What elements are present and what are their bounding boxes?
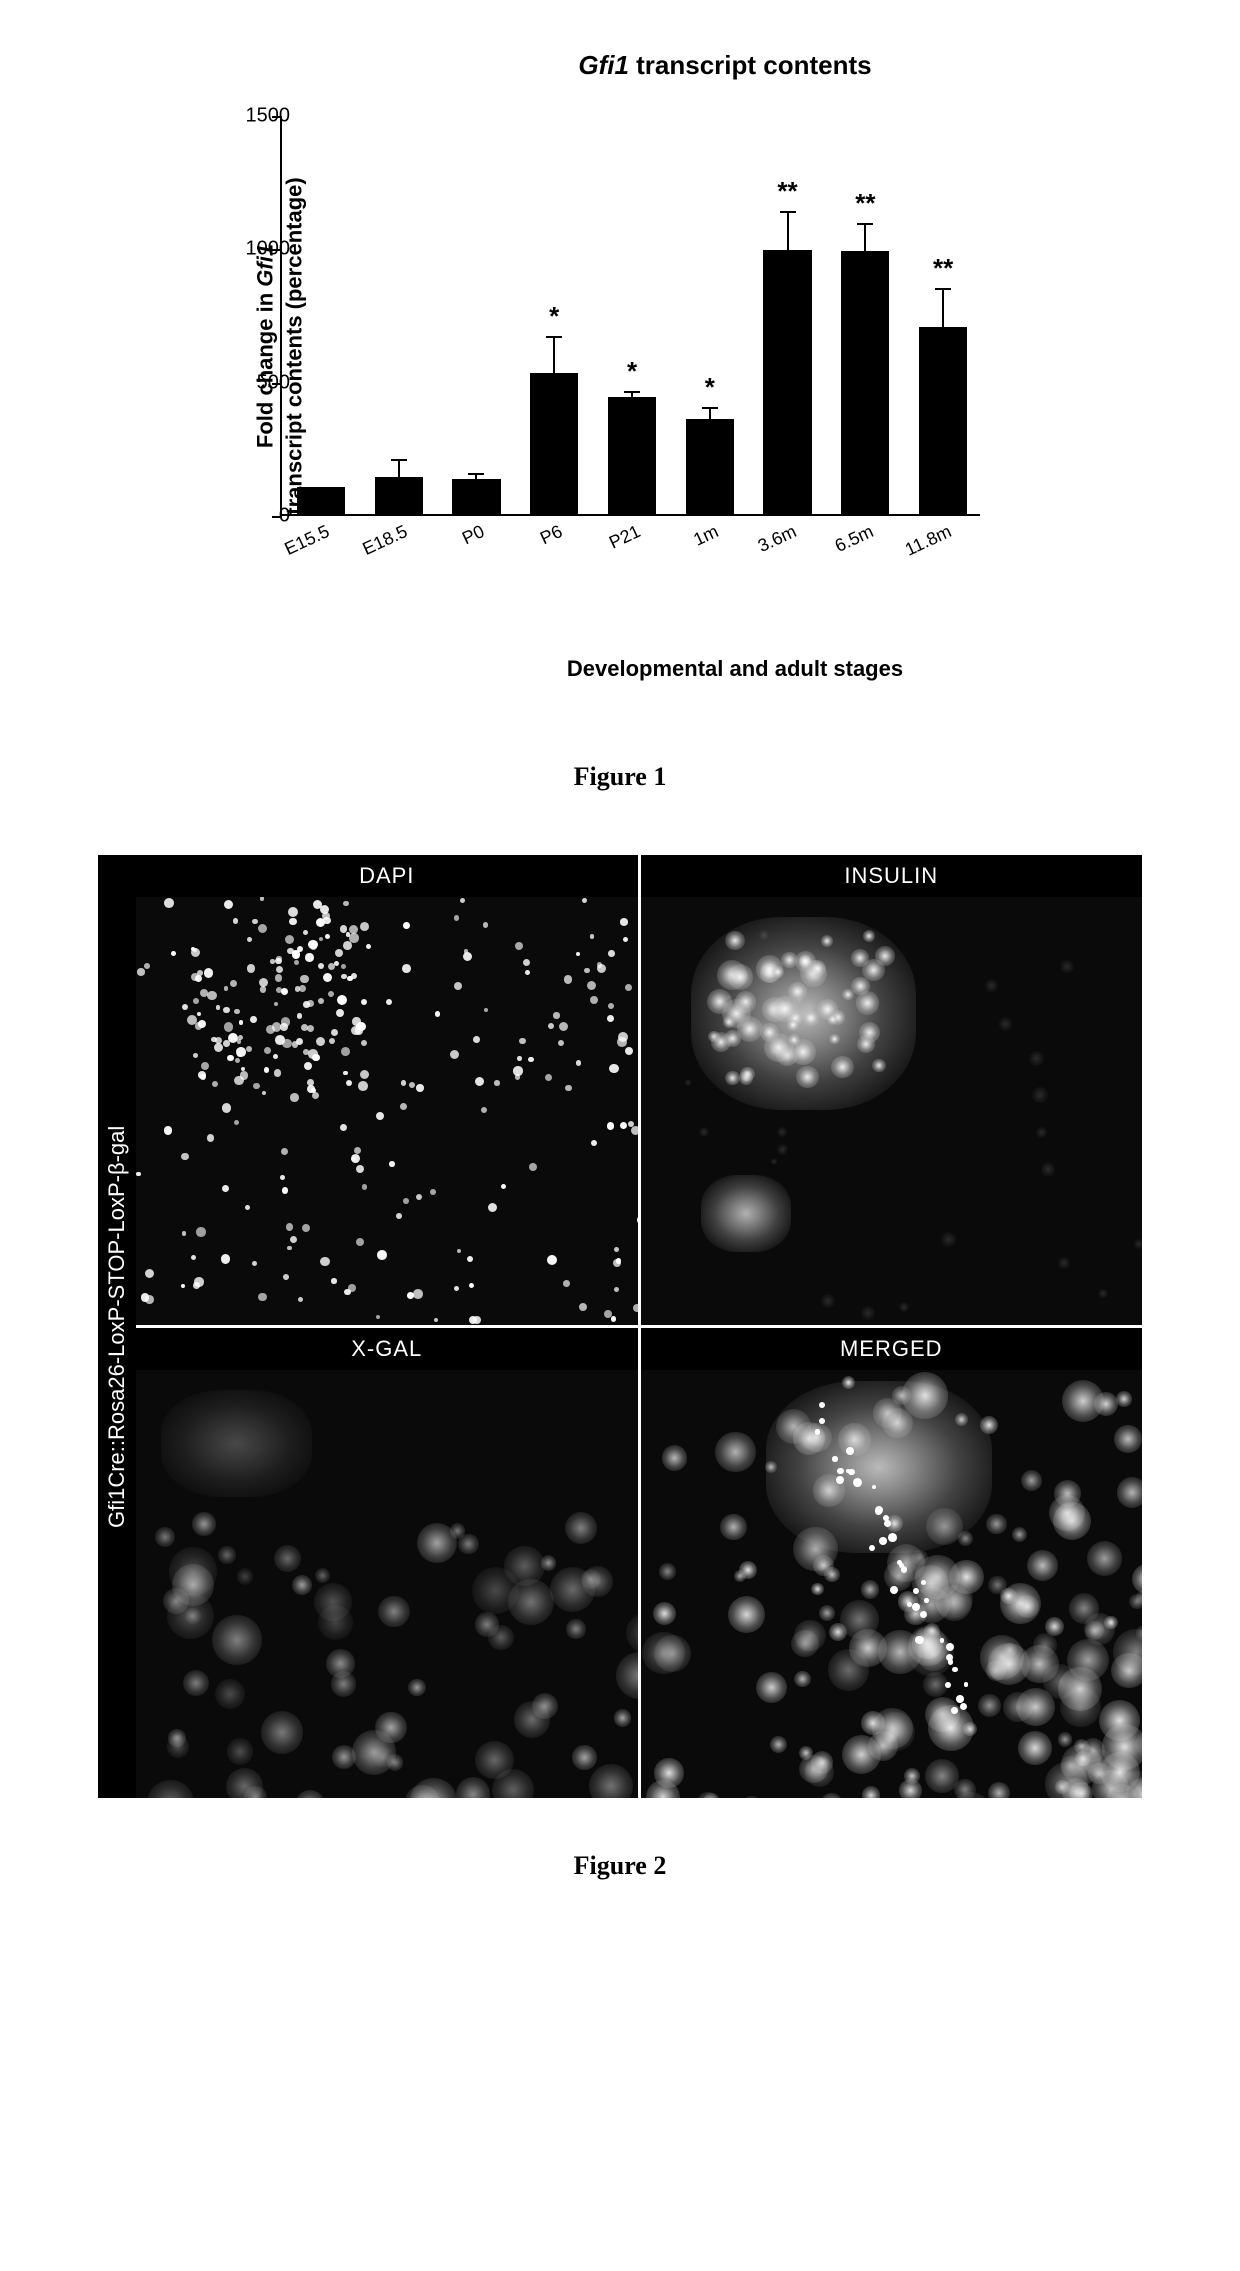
chart-title-gene: Gfi1: [578, 50, 629, 80]
panel-image-merged: [641, 1368, 1143, 1798]
x-tick: [862, 506, 864, 516]
y-tick-label: 1500: [246, 105, 291, 128]
x-tick-label: P6: [503, 521, 566, 565]
x-tick-label: 11.8m: [892, 521, 955, 565]
error-bar: [398, 461, 400, 477]
figure-1: Gfi1 transcript contents Fold change in …: [50, 50, 1190, 792]
x-tick: [707, 506, 709, 516]
x-tick: [629, 506, 631, 516]
panel-dapi: DAPI: [136, 855, 638, 1325]
x-tick-label: 6.5m: [814, 521, 877, 565]
error-cap: [468, 473, 484, 475]
bar: [608, 397, 656, 514]
chart-area: Fold change in Gfi1 transcript contents …: [200, 106, 1000, 586]
panel-xgal: X-GAL: [136, 1328, 638, 1798]
significance-marker: *: [627, 356, 637, 387]
significance-marker: **: [777, 176, 797, 207]
error-cap: [546, 336, 562, 338]
x-tick: [551, 506, 553, 516]
panels-wrapper: DAPI INSULIN X-GAL MERGED: [136, 855, 1142, 1798]
error-bar: [942, 290, 944, 327]
panel-image-xgal: [136, 1368, 638, 1798]
bar: [530, 373, 578, 514]
error-bar: [475, 475, 477, 479]
x-tick: [940, 506, 942, 516]
significance-marker: *: [705, 372, 715, 403]
x-tick-label: 3.6m: [736, 521, 799, 565]
panel-header-xgal: X-GAL: [136, 1328, 638, 1370]
bar: [763, 250, 811, 514]
x-tick: [318, 506, 320, 516]
error-cap: [391, 459, 407, 461]
error-bar: [553, 338, 555, 373]
y-tick-label: 0: [279, 505, 290, 528]
bar: [686, 419, 734, 514]
error-bar: [631, 393, 633, 397]
x-tick-label: P21: [581, 521, 644, 565]
bar: [375, 477, 423, 514]
significance-marker: *: [549, 301, 559, 332]
chart-title-suffix: transcript contents: [629, 50, 872, 80]
microscopy-grid: Gfi1Cre::Rosa26-LoxP-STOP-LoxP-β-gal DAP…: [95, 852, 1145, 1801]
chart-wrapper: Gfi1 transcript contents Fold change in …: [200, 50, 1190, 682]
significance-marker: **: [933, 253, 953, 284]
significance-marker: **: [855, 188, 875, 219]
x-axis-label: Developmental and adult stages: [280, 656, 1190, 682]
panel-header-dapi: DAPI: [136, 855, 638, 897]
error-cap: [624, 391, 640, 393]
bar: [919, 327, 967, 514]
x-tick-label: E18.5: [347, 521, 410, 565]
panel-insulin: INSULIN: [641, 855, 1143, 1325]
figure-1-caption: Figure 1: [50, 762, 1190, 792]
y-tick-label: 500: [257, 371, 290, 394]
x-tick: [396, 506, 398, 516]
x-tick: [785, 506, 787, 516]
error-cap: [780, 211, 796, 213]
error-cap: [702, 407, 718, 409]
panel-header-insulin: INSULIN: [641, 855, 1143, 897]
error-cap: [935, 288, 951, 290]
y-tick-label: 1000: [246, 238, 291, 261]
panel-merged: MERGED: [641, 1328, 1143, 1798]
plot-area: *********: [280, 116, 980, 516]
bar: [452, 479, 500, 514]
bar: [297, 487, 345, 514]
panel-image-insulin: [641, 895, 1143, 1325]
panel-header-merged: MERGED: [641, 1328, 1143, 1370]
bar: [841, 251, 889, 514]
chart-title: Gfi1 transcript contents: [260, 50, 1190, 81]
genotype-vertical-label: Gfi1Cre::Rosa26-LoxP-STOP-LoxP-β-gal: [98, 855, 136, 1798]
panel-image-dapi: [136, 895, 638, 1325]
x-tick-label: 1m: [658, 521, 721, 565]
error-bar: [787, 213, 789, 250]
error-bar: [864, 225, 866, 252]
figure-2-caption: Figure 2: [50, 1851, 1190, 1881]
x-tick: [473, 506, 475, 516]
y-label-prefix: Fold change in: [252, 287, 277, 448]
figure-2: Gfi1Cre::Rosa26-LoxP-STOP-LoxP-β-gal DAP…: [50, 852, 1190, 1881]
error-cap: [857, 223, 873, 225]
x-tick-label: P0: [425, 521, 488, 565]
error-bar: [709, 409, 711, 420]
